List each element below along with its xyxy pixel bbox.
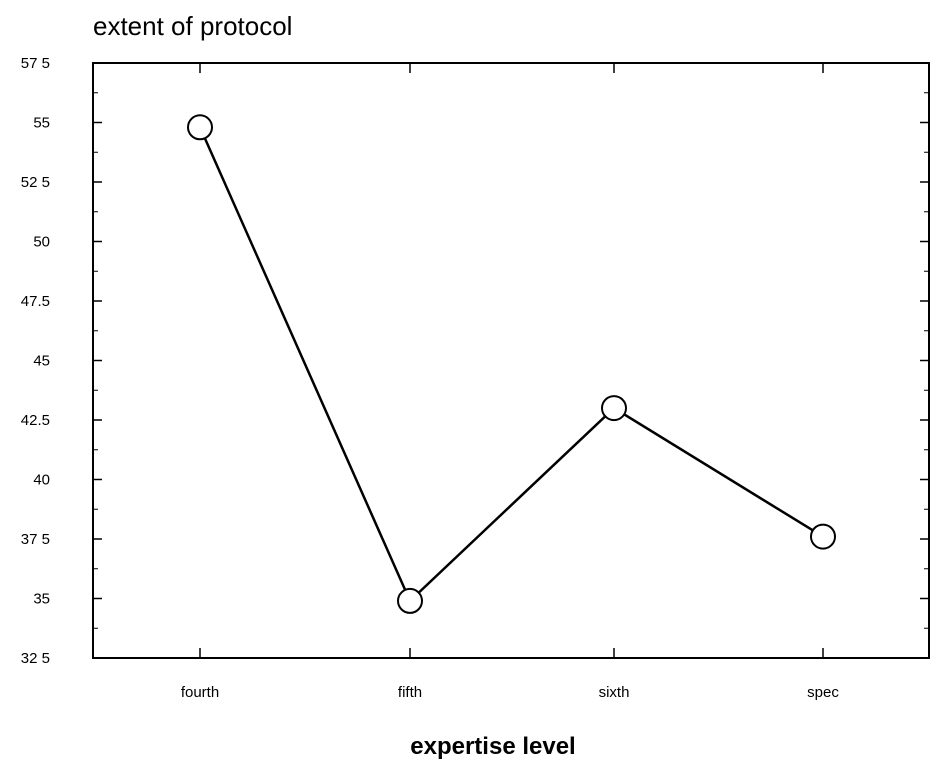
y-tick-label: 47.5 [21,293,50,310]
x-tick-label: spec [807,684,839,701]
y-tick-label: 52 5 [21,174,50,191]
y-tick-label: 37 5 [21,531,50,548]
y-axis: 32 5 35 37 5 40 42.5 45 47.5 50 52 5 55 57 5 [21,55,929,667]
y-tick-label: 57 5 [21,55,50,72]
y-tick-label: 35 [33,591,50,608]
data-point-fourth [187,114,213,141]
x-axis-label: expertise level [410,733,575,760]
y-tick-label: 50 [33,234,50,251]
x-tick-label: sixth [599,684,630,701]
plot-frame [92,62,930,659]
data-point-sixth [601,395,627,422]
data-point-fifth [397,587,423,614]
x-tick-label: fourth [181,684,219,701]
y-tick-label: 40 [33,472,50,489]
x-axis: fourth fifth sixth spec [181,63,839,701]
series-group [187,114,836,614]
series-line [198,126,824,604]
data-point-spec [810,523,836,550]
y-tick-label: 42.5 [21,412,50,429]
y-tick-label: 45 [33,353,50,370]
x-tick-label: fifth [398,684,422,701]
chart-title: extent of protocol [93,11,292,41]
y-tick-label: 55 [33,115,50,132]
y-tick-label: 32 5 [21,650,50,667]
